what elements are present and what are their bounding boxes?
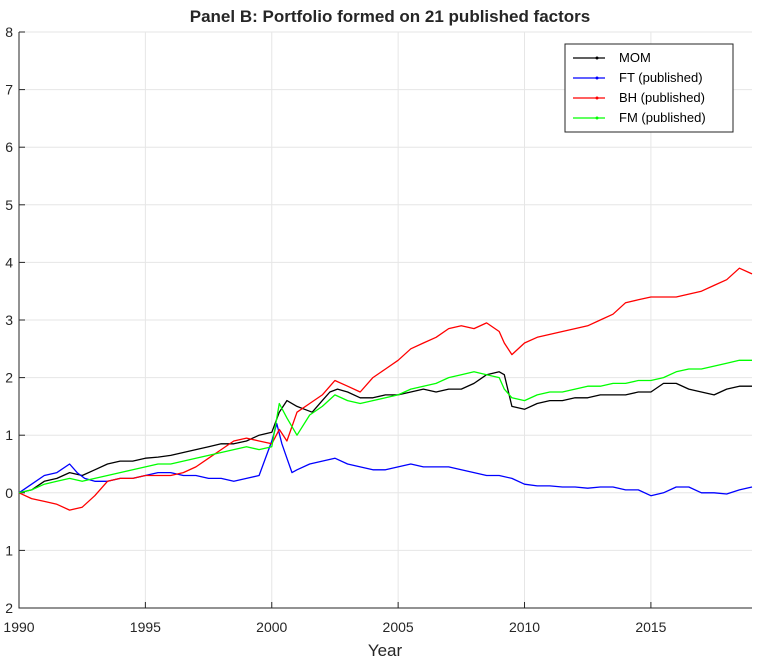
x-ticks: 1990 1995 2000 2005 2010 2015 [3,602,667,635]
y-tick-label: 3 [5,312,13,328]
y-ticks: 2 1 0 1 2 3 4 5 6 7 8 [5,24,25,616]
legend-marker-2 [595,96,599,100]
series-line-1 [18,423,753,497]
y-tick-label: 6 [5,139,13,155]
chart-title: Panel B: Portfolio formed on 21 publishe… [190,7,591,26]
series-line-3 [18,359,752,494]
x-tick-label: 1995 [130,619,161,635]
y-tick-label: 0 [5,485,13,501]
y-tick-label: 2 [5,600,13,616]
x-tick-label: 1990 [3,619,34,635]
y-tick-label: 4 [5,254,13,270]
y-tick-label: 7 [5,82,13,98]
x-tick-label: 2015 [635,619,666,635]
series-line-0 [18,371,752,494]
legend-marker-0 [595,56,599,60]
y-tick-label: 5 [5,197,13,213]
series-lines [18,267,753,511]
legend: MOM FT (published) BH (published) FM (publi… [564,43,734,133]
legend-label-3: FM (published) [619,110,706,125]
legend-marker-3 [595,116,599,120]
legend-label-1: FT (published) [619,70,703,85]
x-axis-label: Year [368,641,403,660]
legend-box [564,43,734,133]
x-tick-label: 2000 [256,619,287,635]
legend-marker-1 [595,76,599,80]
legend-label-2: BH (published) [619,90,705,105]
series-line-2 [18,267,753,511]
y-tick-label: 1 [5,427,13,443]
legend-label-0: MOM [619,50,651,65]
y-tick-label: 8 [5,24,13,40]
y-tick-label: 1 [5,542,13,558]
x-tick-label: 2010 [509,619,540,635]
y-tick-label: 2 [5,370,13,386]
x-tick-label: 2005 [383,619,414,635]
